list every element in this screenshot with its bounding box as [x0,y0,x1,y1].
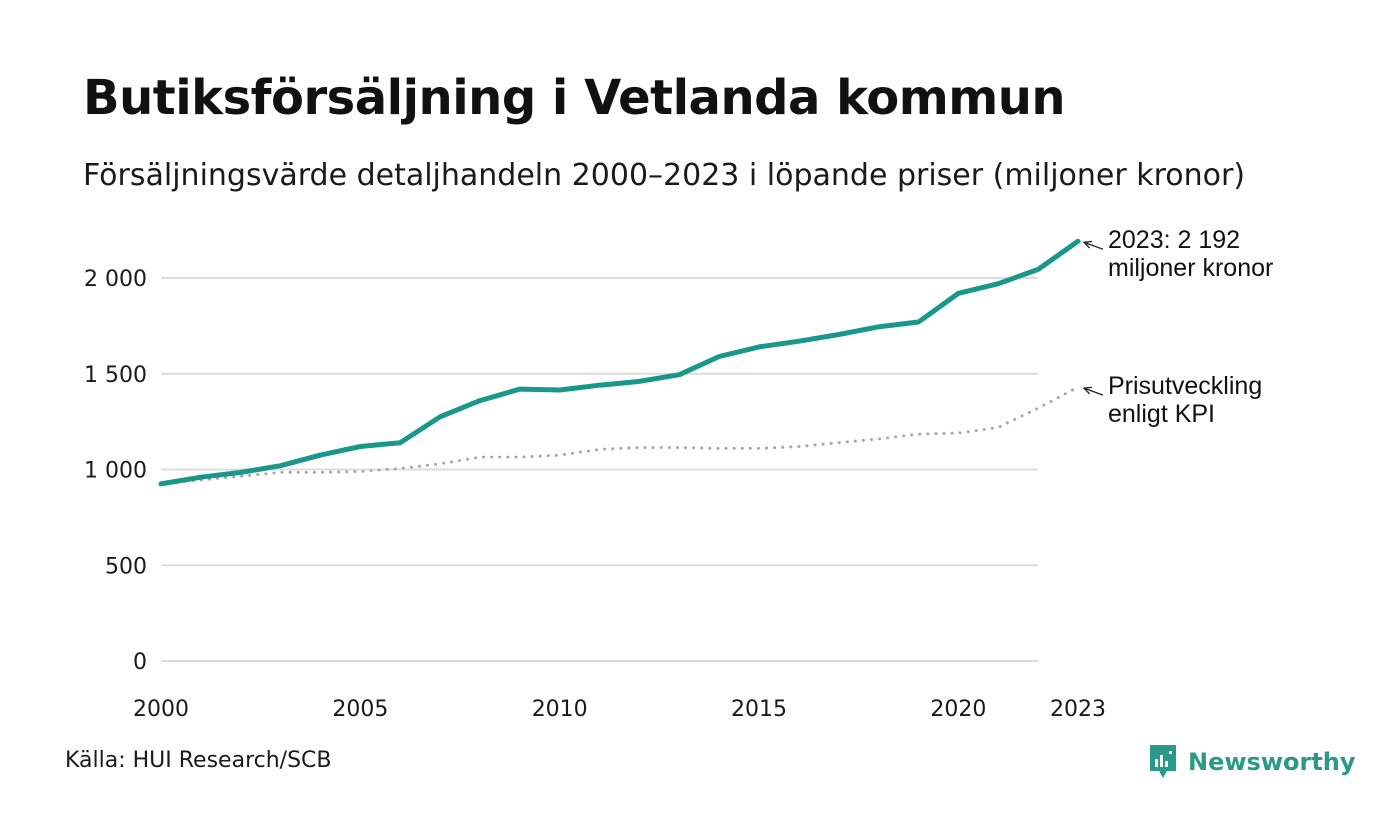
y-tick-label: 1 500 [84,363,147,388]
y-tick-label: 0 [133,650,147,675]
x-tick-label: 2005 [332,697,388,722]
brand-logo: Newsworthy [1148,742,1356,782]
x-tick-label: 2020 [930,697,986,722]
annotation-arrowhead [1082,240,1093,249]
y-tick-label: 500 [105,554,147,579]
annotation-label: enligt KPI [1108,400,1215,428]
series-line-kpi [159,385,1080,486]
x-tick-label: 2015 [731,697,787,722]
brand-name: Newsworthy [1188,748,1356,776]
y-tick-label: 2 000 [84,267,147,292]
annotation-arrow [1083,241,1104,250]
series-line-sales [158,238,1081,487]
source-note: Källa: HUI Research/SCB [65,748,332,773]
annotation-arrowhead [1082,386,1093,395]
newsworthy-logo-icon [1150,745,1176,778]
chart-title: Butiksförsäljning i Vetlanda kommun [83,70,1066,126]
x-tick-label: 2023 [1050,697,1106,722]
annotation-arrow [1083,387,1104,396]
x-tick-label: 2000 [133,697,189,722]
annotation-label: 2023: 2 192 [1108,226,1240,254]
annotation-label: Prisutveckling [1108,372,1262,400]
y-tick-label: 1 000 [84,459,147,484]
chart-subtitle: Försäljningsvärde detaljhandeln 2000–202… [83,158,1246,193]
annotation-label: miljoner kronor [1108,254,1273,282]
x-tick-label: 2010 [532,697,588,722]
